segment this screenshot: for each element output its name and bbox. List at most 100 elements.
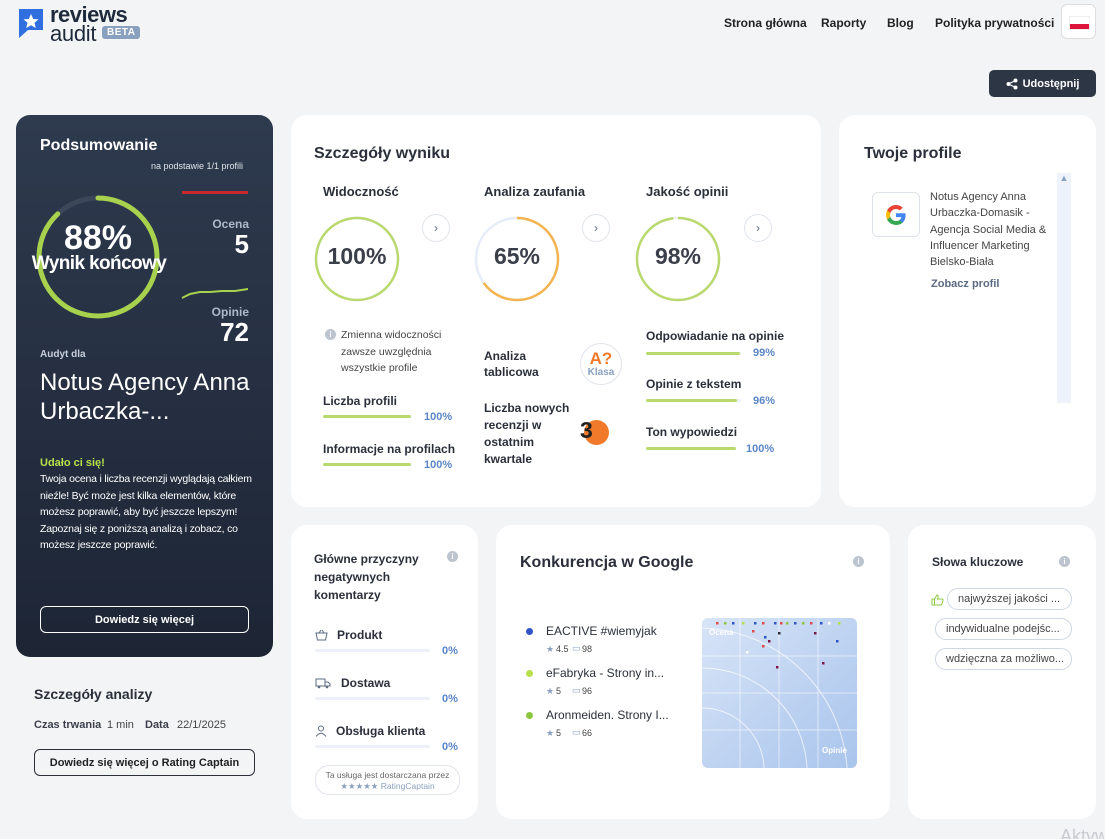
competitor-point [794,622,797,625]
visibility-ring [314,216,400,302]
quality-ring [635,216,721,302]
competitor-dot [526,628,533,635]
competitor-rating: 5 [556,728,562,738]
info-icon: i [1059,556,1070,567]
keywords-card: Słowa kluczowe i najwyższej jakości ... … [908,525,1096,819]
grade-sub: Klasa [587,367,615,378]
competitor-point [820,622,823,625]
nav-home[interactable]: Strona główna [724,16,807,30]
rating-captain-badge[interactable]: Ta usługa jest dostarczana przez ★★★★★ R… [315,765,460,795]
date-value: 22/1/2025 [177,719,226,731]
keyword-chip[interactable]: wdzięczna za możliwo... [935,648,1072,670]
competitor-point [780,622,783,625]
chevron-right-icon: › [594,221,598,235]
quality-value: 98% [654,243,702,269]
details-title: Szczegóły wyniku [314,145,451,162]
profiles-scrollbar[interactable]: ▲ [1057,173,1071,403]
tone-pct: 100% [746,443,775,455]
comment-icon: ▭ [572,643,581,653]
score-details-card: Szczegóły wyniku Widoczność › 100% i Zmi… [291,115,821,507]
keyword-chip[interactable]: najwyższej jakości ... [947,588,1072,610]
nav-reports[interactable]: Raporty [821,16,867,30]
info-icon: i [447,551,458,562]
competitor-point [778,632,781,635]
comment-icon: ▭ [572,685,581,695]
competitor-point [724,622,727,625]
quality-expand-button[interactable]: › [744,214,772,242]
competition-map[interactable]: Ocena Opinie [702,618,857,768]
star-icon: ★ [546,728,555,738]
google-profile-tile[interactable] [872,192,920,237]
profiles-count-bar [323,415,411,418]
new-reviews-badge [584,420,609,445]
nav-blog[interactable]: Blog [887,16,914,30]
company-name: Notus Agency Anna Urbaczka-... [40,369,250,425]
competitor-name: eFabryka - Strony in... [546,666,665,680]
tone-bar [646,447,736,450]
basket-icon [315,629,328,641]
competitor-rating: 5 [556,686,562,696]
chevron-right-icon: › [434,221,438,235]
info-icon: i [325,329,336,340]
nav-privacy[interactable]: Polityka prywatności [935,16,1055,30]
competitor-point [802,622,805,625]
watermark-text: Aktyw [1060,826,1105,839]
service-label: Obsługa klienta [336,724,426,738]
reviews-label: Opinie [211,305,249,319]
rating-captain-text: RatingCaptain [380,781,435,791]
competitor-reviews: 96 [582,686,593,696]
negative-title: Główne przyczyny negatywnych komentarzy [314,552,419,602]
beta-badge: BETA [102,26,141,39]
person-icon [315,725,327,737]
success-title: Udało ci się! [40,457,105,469]
visibility-value: 100% [327,243,387,269]
trust-ring [474,216,560,302]
competitor-point [836,640,839,643]
competitor-dot [526,712,533,719]
score-label: Wynik końcowy [31,253,167,274]
competitor-rating: 4.5 [556,644,569,654]
competitor-point [746,651,749,654]
scroll-up-icon[interactable]: ▲ [1059,173,1069,183]
text-reviews-pct: 96% [753,395,776,407]
google-icon [885,204,906,225]
quality-title: Jakość opinii [646,184,729,199]
share-button[interactable]: Udostępnij [989,70,1096,97]
language-flag-button[interactable] [1061,4,1096,39]
new-reviews-label: Liczba nowych recenzji w ostatnim kwarta… [484,401,570,466]
profile-info-pct: 100% [424,459,453,471]
delivery-label: Dostawa [341,676,391,690]
summary-title: Podsumowanie [40,137,158,154]
keyword-chip[interactable]: indywidualne podejśc... [935,618,1072,640]
star-icon: ★ [546,686,555,696]
visibility-expand-button[interactable]: › [422,214,450,242]
learn-more-button[interactable]: Dowiedz się więcej [40,606,249,633]
response-label: Odpowiadanie na opinie [646,329,785,343]
view-profile-link[interactable]: Zobacz profil [931,278,1000,290]
competitor-point [774,622,777,625]
keywords-title: Słowa kluczowe [932,555,1024,569]
competition-card: Konkurencja w Google i EACTIVE #wiemyjak… [496,525,890,819]
new-reviews-value: 3 [580,417,593,443]
competitor-point [742,622,745,625]
delivery-bar [315,697,430,700]
text-reviews-label: Opinie z tekstem [646,377,742,391]
star-icon: ★ [546,644,555,654]
text-reviews-bar [646,399,741,402]
rating-captain-button[interactable]: Dowiedz się więcej o Rating Captain [34,749,255,776]
tone-label: Ton wypowiedzi [646,425,738,439]
competitor-point [754,622,757,625]
trust-value: 65% [493,243,541,269]
product-bar [315,649,430,652]
logo[interactable]: reviews audit BETA [16,2,146,46]
delivery-pct: 0% [442,693,458,705]
visibility-title: Widoczność [323,184,399,199]
axis-y-label: Ocena [709,628,734,637]
product-pct: 0% [442,645,458,657]
axis-x-label: Opinie [822,746,847,755]
profile-name: Notus Agency Anna Urbaczka-Domasik - Age… [930,191,1047,269]
audit-for-label: Audyt dla [40,349,86,360]
analysis-title: Szczegóły analizy [34,686,153,702]
competitor-dot [526,670,533,677]
trust-expand-button[interactable]: › [582,214,610,242]
